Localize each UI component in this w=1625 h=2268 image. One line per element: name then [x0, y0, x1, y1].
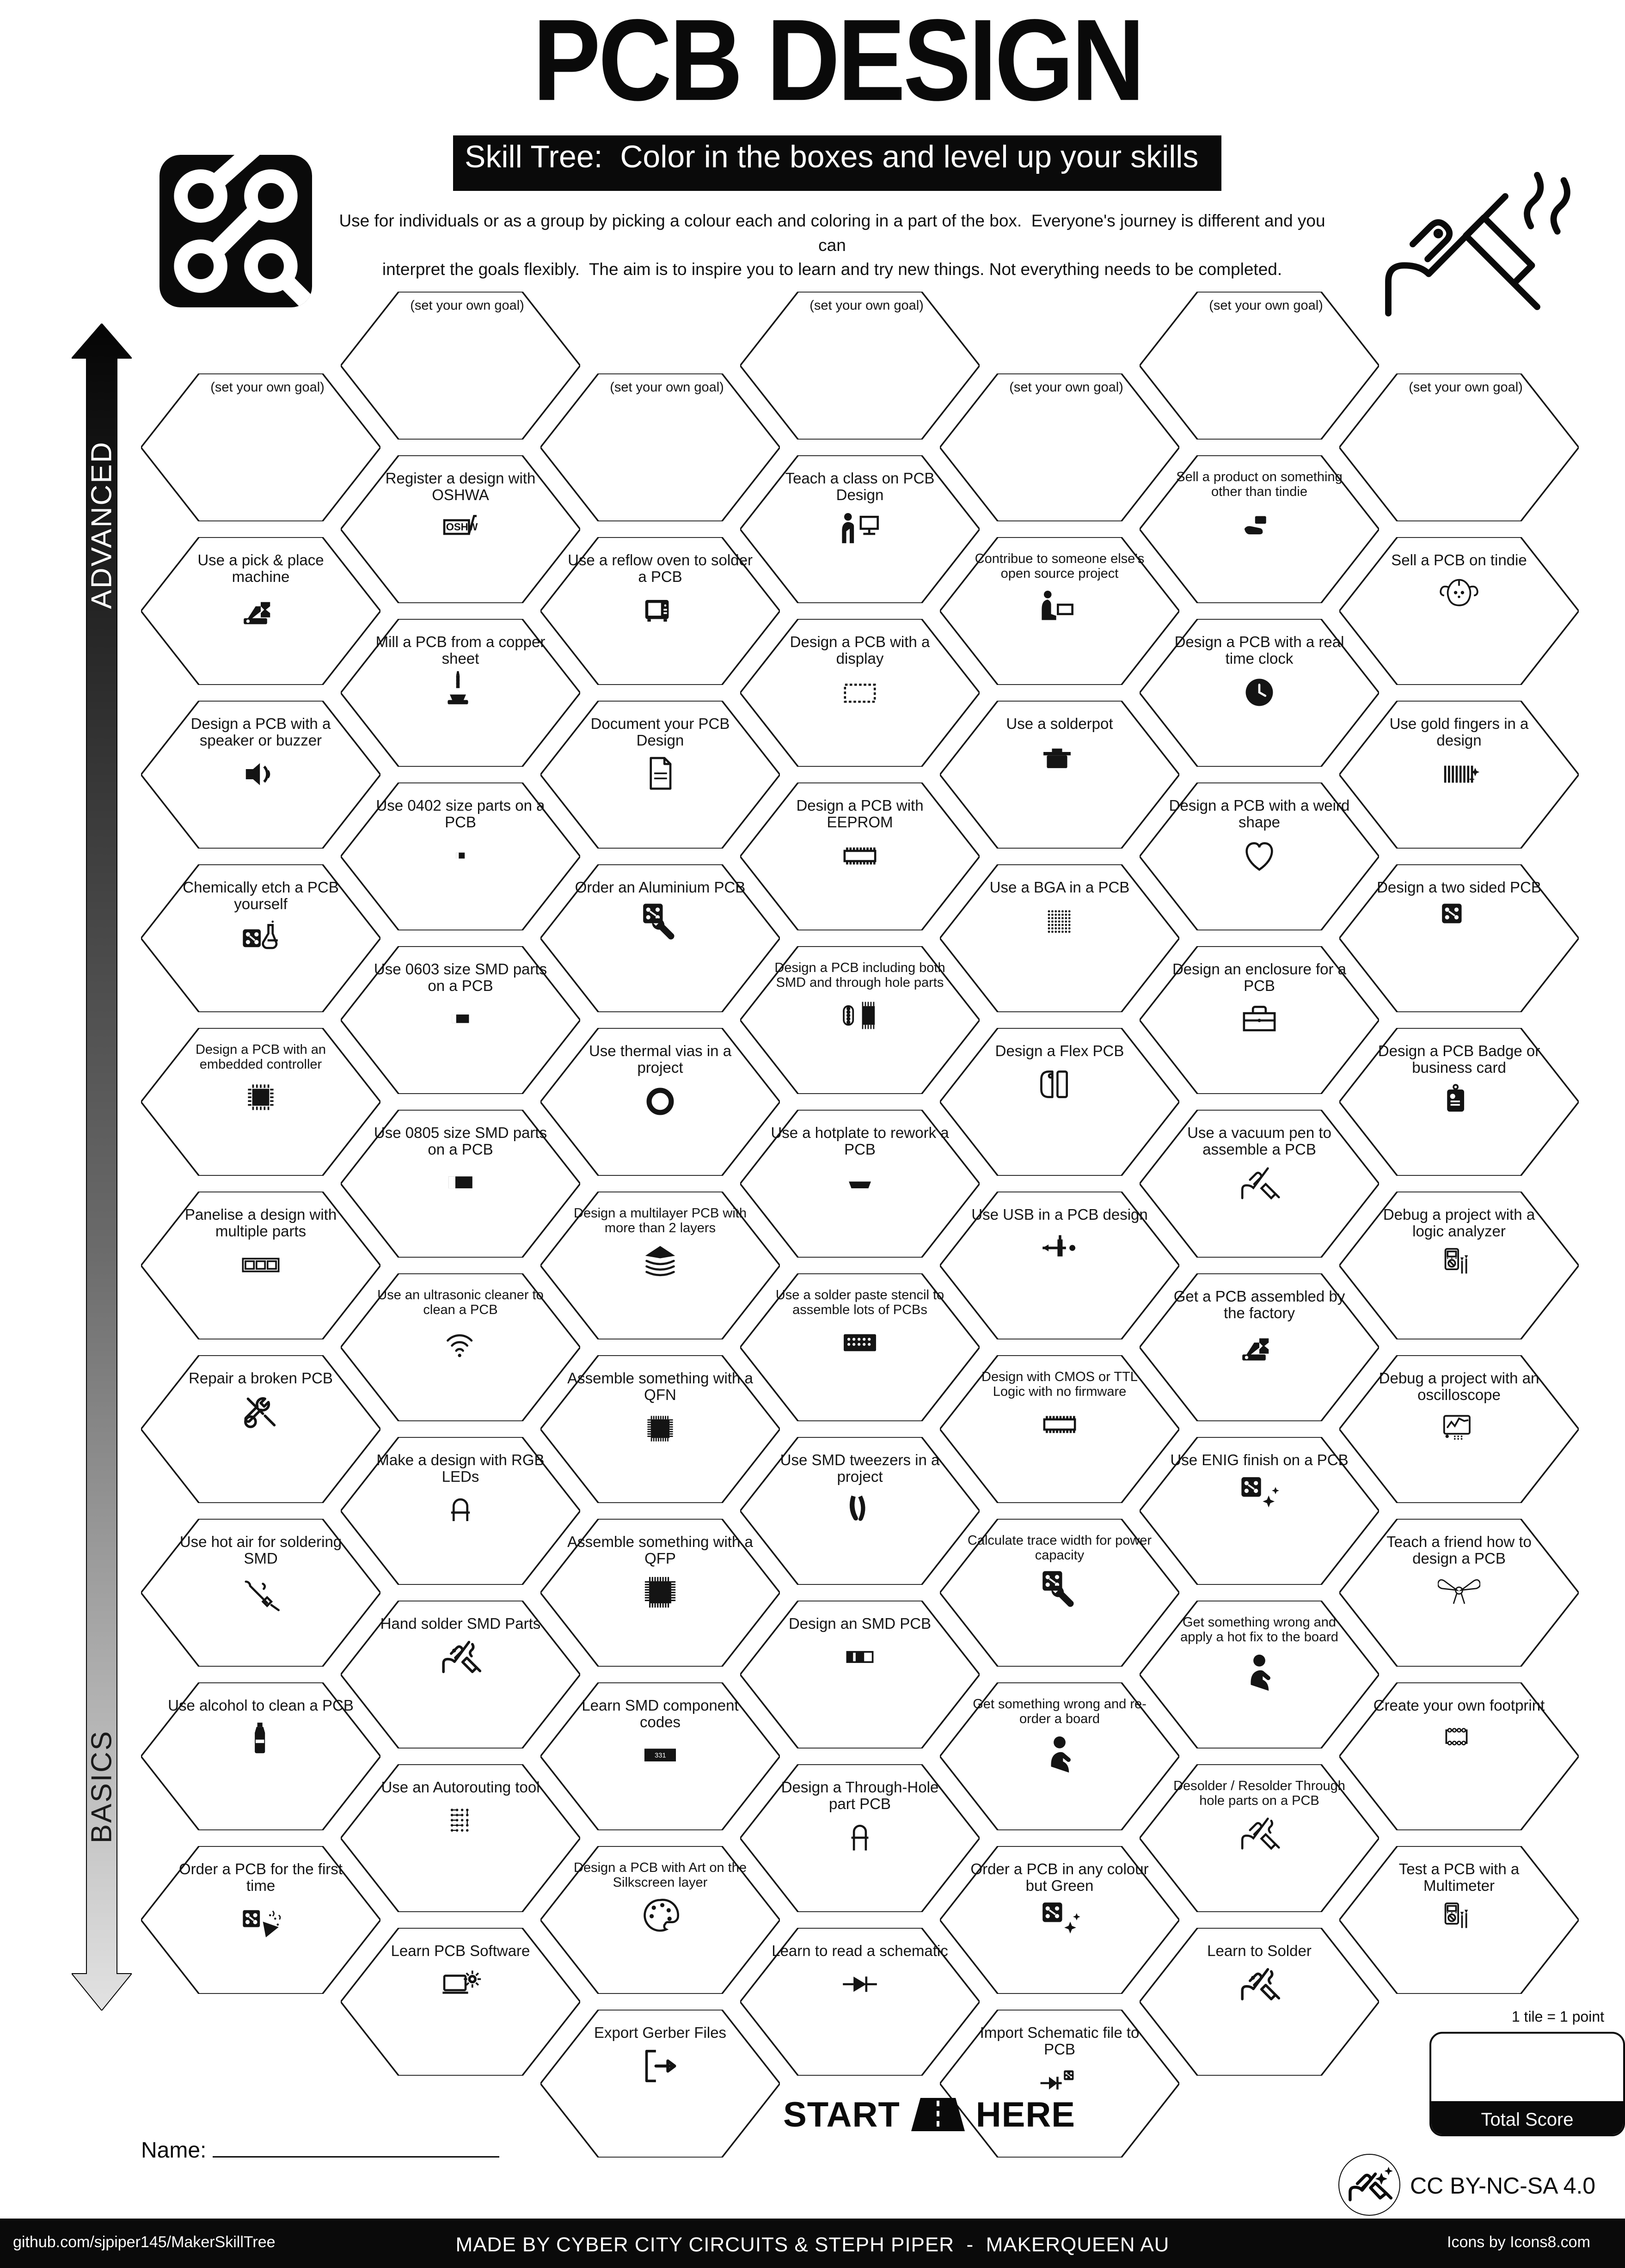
svg-text:331: 331 — [655, 1752, 666, 1759]
